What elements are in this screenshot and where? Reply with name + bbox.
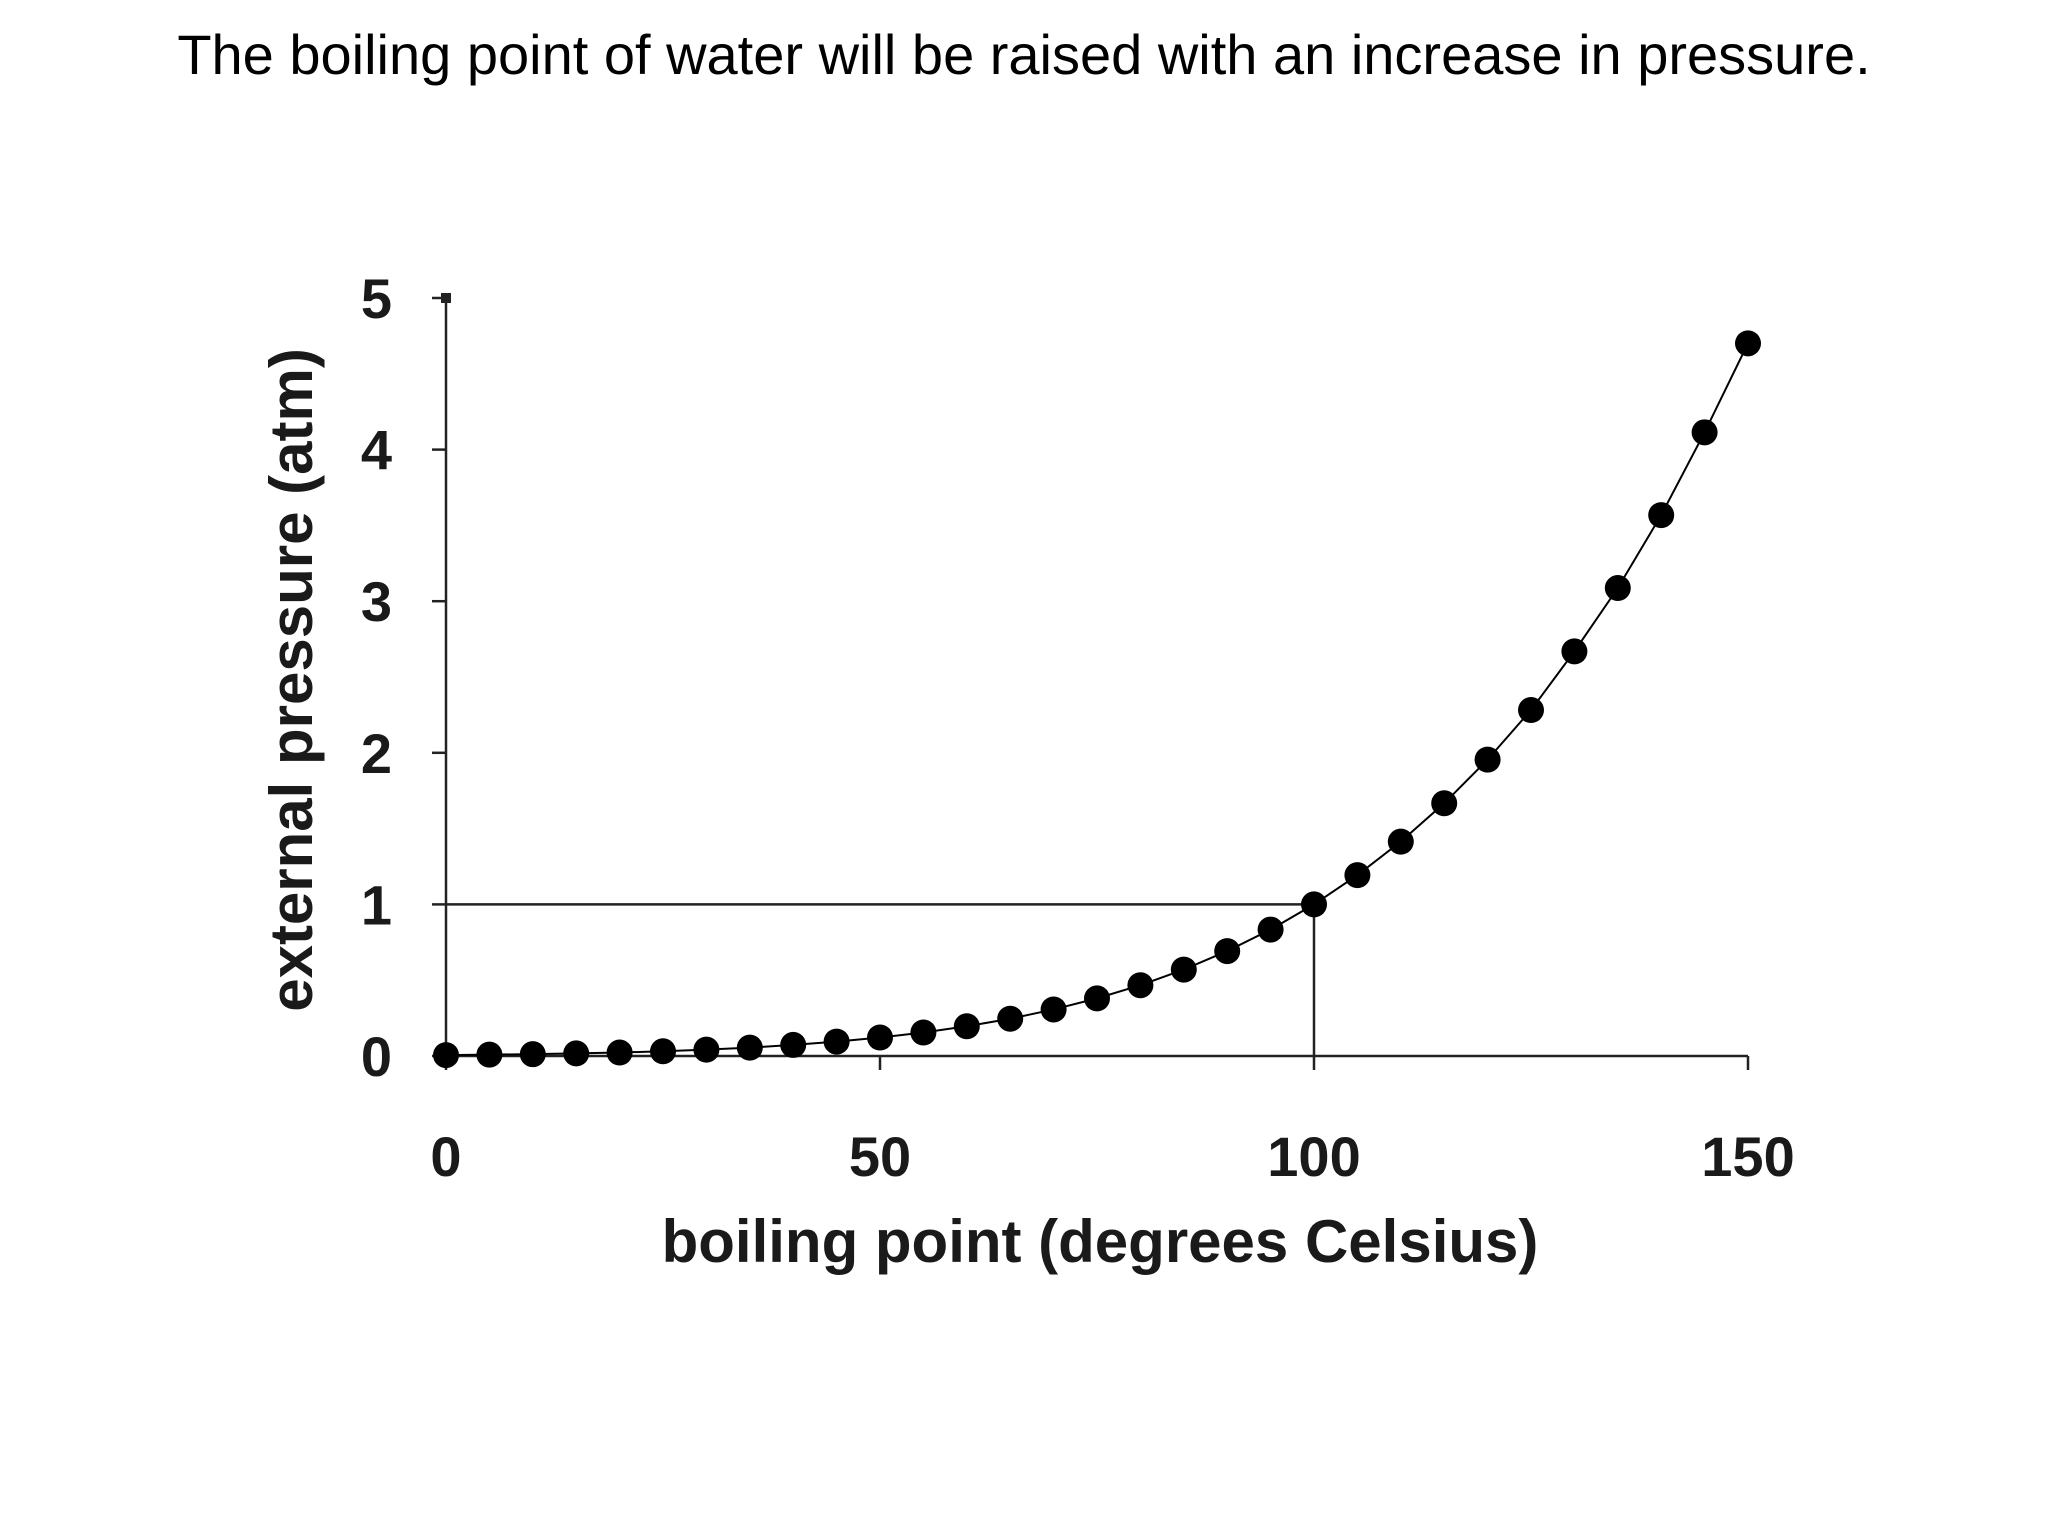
slide-title: The boiling point of water will be raise… (177, 23, 1871, 86)
data-point (563, 1040, 590, 1067)
data-point (1257, 916, 1284, 943)
data-point (1518, 697, 1544, 724)
data-point (736, 1034, 763, 1061)
data-point (650, 1038, 676, 1065)
y-tick-label: 3 (361, 570, 392, 633)
x-tick-label: 50 (849, 1125, 911, 1188)
y-tick-label: 2 (361, 722, 392, 785)
reference-lines (446, 903, 1316, 1056)
data-point (1691, 419, 1718, 446)
data-point (910, 1019, 937, 1046)
data-point (823, 1028, 850, 1055)
data-point (997, 1005, 1024, 1032)
data-point (1735, 330, 1761, 357)
axes (432, 293, 1750, 1070)
data-point (1127, 972, 1154, 999)
series-line (445, 342, 1749, 1057)
y-tick-label: 4 (361, 419, 392, 482)
data-point (867, 1024, 893, 1051)
data-point (433, 1042, 459, 1069)
y-tick-label: 0 (361, 1025, 392, 1088)
data-point (1040, 996, 1067, 1023)
data-point (1214, 938, 1241, 965)
data-point (953, 1013, 980, 1040)
y-tick-label: 5 (361, 267, 392, 330)
data-point (476, 1041, 503, 1068)
x-tick-label: 150 (1701, 1125, 1794, 1188)
data-point (780, 1031, 807, 1058)
data-point (1561, 638, 1588, 665)
data-point (1301, 891, 1327, 918)
x-axis-title: boiling point (degrees Celsius) (662, 1208, 1539, 1275)
data-point (1474, 746, 1501, 773)
data-point (1387, 828, 1414, 855)
y-tick-label: 1 (361, 873, 392, 936)
data-point (693, 1036, 720, 1063)
x-tick-label: 0 (430, 1125, 461, 1188)
data-point (1170, 956, 1197, 983)
y-axis-title: external pressure (atm) (258, 348, 325, 1012)
data-point (1344, 862, 1371, 889)
data-point (1431, 790, 1458, 817)
data-series (433, 330, 1761, 1069)
x-tick-label: 100 (1267, 1125, 1360, 1188)
data-point (1604, 575, 1631, 602)
data-point (606, 1039, 633, 1066)
data-point (519, 1041, 546, 1068)
data-point (1648, 502, 1675, 529)
data-point (1084, 985, 1110, 1012)
